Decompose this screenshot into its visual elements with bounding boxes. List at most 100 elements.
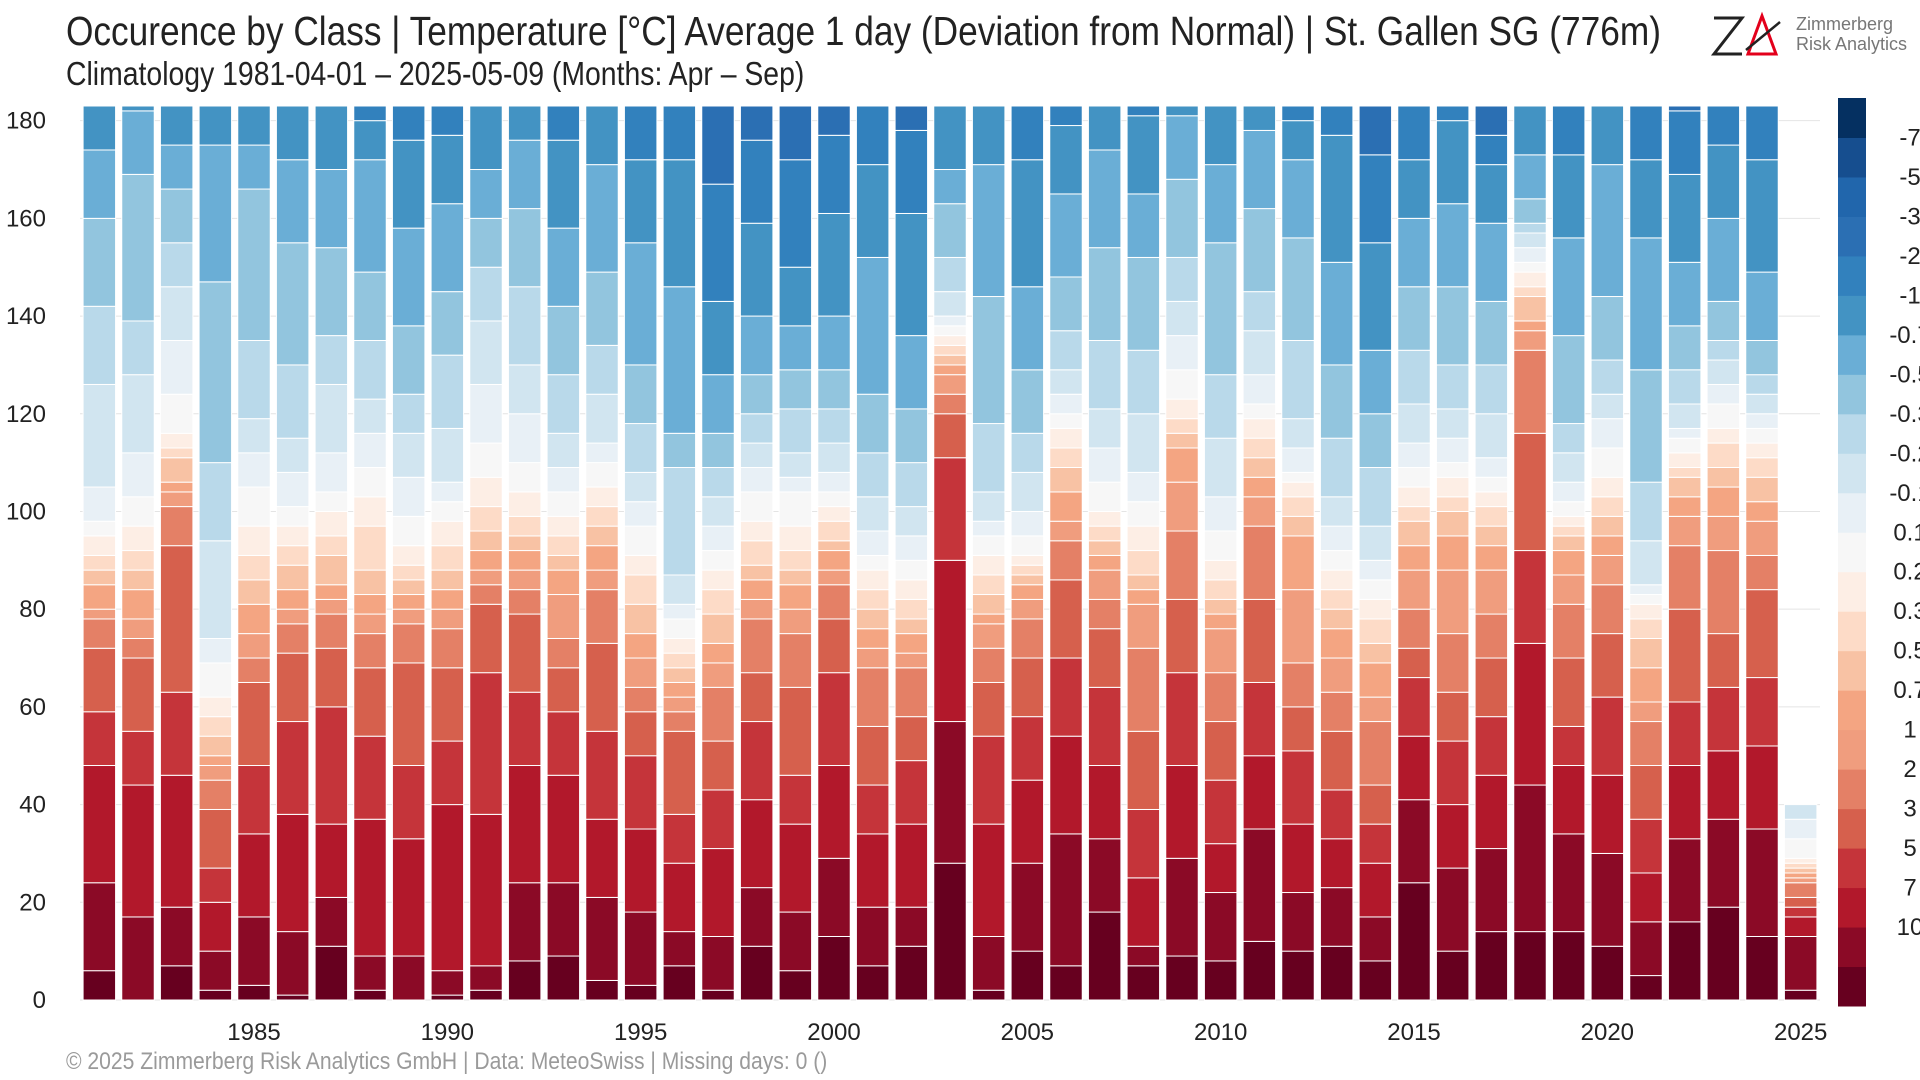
bar-segment-2005: [1010, 779, 1045, 864]
bar-segment-2024: [1745, 442, 1779, 459]
bar-segment-2011: [1242, 374, 1277, 405]
bar-segment-2010: [1203, 496, 1238, 532]
bar-segment-1993: [546, 667, 581, 713]
bar-segment-2023: [1706, 750, 1741, 820]
bar-segment-2014: [1358, 823, 1393, 864]
bar-segment-1989: [391, 545, 426, 566]
bar-segment-2014: [1358, 242, 1393, 351]
bar-segment-2015: [1397, 608, 1431, 649]
bar-segment-2011: [1242, 828, 1277, 942]
bar-segment-2008: [1126, 193, 1161, 258]
bar-segment-1991: [469, 965, 503, 991]
bar-segment-2018: [1513, 261, 1547, 273]
bar-segment-1998: [739, 520, 774, 542]
bar-segment-2011: [1242, 476, 1277, 498]
bar-segment-2019: [1551, 423, 1586, 454]
bar-segment-1981: [82, 217, 117, 307]
bar-segment-1993: [546, 374, 581, 434]
bar-segment-1983: [159, 286, 194, 341]
bar-segment-1987: [314, 896, 349, 947]
bar-segment-2022: [1667, 496, 1702, 517]
bar-segment-2024: [1745, 828, 1779, 937]
bar-segment-2022: [1667, 452, 1702, 469]
bar-segment-2020: [1590, 393, 1625, 420]
bar-segment-2008: [1126, 945, 1161, 967]
bar-segment-2001: [855, 393, 890, 454]
colorbar-swatch: [1838, 98, 1866, 138]
bar-segment-1987: [314, 452, 349, 493]
bar-segment-2001: [855, 496, 890, 532]
bar-segment-1990: [430, 427, 465, 483]
bar-segment-2023: [1706, 467, 1741, 488]
bar-segment-2014: [1358, 862, 1393, 918]
bar-segment-2003: [933, 721, 967, 864]
company-logo: Zimmerberg Risk Analytics: [1708, 10, 1920, 60]
bar-segment-2014: [1358, 154, 1393, 244]
colorbar-label: 0.5: [1893, 638, 1920, 665]
bar-segment-1997: [701, 789, 735, 850]
bar-segment-1997: [701, 496, 735, 527]
bar-segment-2013: [1319, 105, 1354, 136]
bar-segment-2019: [1551, 335, 1586, 425]
bar-segment-2012: [1281, 237, 1315, 341]
bar-segment-2022: [1667, 173, 1702, 263]
bar-segment-1985: [237, 603, 271, 635]
bar-segment-2011: [1242, 457, 1277, 478]
bar-segment-1997: [701, 300, 735, 376]
bar-segment-1994: [585, 442, 619, 464]
bar-segment-2001: [855, 256, 890, 395]
bar-segment-2018: [1513, 154, 1547, 200]
bar-segment-2002: [894, 652, 929, 669]
bar-segment-2001: [855, 569, 890, 591]
bar-segment-1984: [198, 989, 233, 1001]
bar-segment-1981: [82, 618, 117, 649]
bar-segment-1986: [275, 545, 310, 566]
colorbar-label: -7: [1899, 124, 1920, 151]
bar-segment-2000: [817, 369, 851, 410]
bar-segment-2004: [971, 423, 1006, 493]
colorbar-swatch: [1838, 137, 1866, 178]
colorbar-swatch: [1838, 729, 1866, 770]
bar-segment-2007: [1087, 765, 1122, 840]
bar-segment-2019: [1551, 603, 1586, 659]
bar-segment-2019: [1551, 525, 1586, 537]
bar-segment-2001: [855, 589, 890, 610]
bar-segment-2005: [1010, 510, 1045, 537]
bar-segment-2016: [1435, 203, 1470, 288]
bar-segment-1985: [237, 916, 271, 986]
bar-segment-1985: [237, 765, 271, 835]
bar-segment-2019: [1551, 501, 1586, 517]
bar-segment-1987: [314, 335, 349, 385]
bar-segment-1997: [701, 550, 735, 571]
bar-segment-1996: [662, 667, 697, 683]
bar-segment-2012: [1281, 706, 1315, 752]
bar-segment-1982: [121, 550, 155, 571]
bar-segment-2012: [1281, 892, 1315, 952]
bar-segment-1993: [546, 305, 581, 376]
bar-segment-1996: [662, 637, 697, 654]
bar-segment-2015: [1397, 647, 1431, 679]
bar-segment-2010: [1203, 579, 1238, 600]
bar-segment-1998: [739, 442, 774, 469]
bar-segment-2020: [1590, 105, 1625, 166]
bar-segment-2013: [1319, 496, 1354, 527]
bar-segment-1983: [159, 774, 194, 908]
bar-segment-2002: [894, 667, 929, 718]
bar-segment-2019: [1551, 833, 1586, 933]
bar-segment-1997: [701, 642, 735, 664]
bar-segment-2018: [1513, 296, 1547, 322]
bar-segment-2008: [1126, 808, 1161, 879]
bar-segment-1984: [198, 950, 233, 991]
colorbar-swatch: [1838, 374, 1866, 415]
bar-segment-2013: [1319, 134, 1354, 263]
bar-segment-2011: [1242, 437, 1277, 459]
bar-segment-2016: [1435, 569, 1470, 635]
bar-segment-2017: [1474, 569, 1509, 615]
bar-segment-2022: [1667, 608, 1702, 703]
bar-segment-1996: [662, 432, 697, 469]
bar-segment-2002: [894, 598, 929, 620]
bar-segment-1985: [237, 339, 271, 420]
bar-segment-2017: [1474, 164, 1509, 224]
bar-segment-1989: [391, 432, 426, 478]
bar-segment-1982: [121, 657, 155, 732]
